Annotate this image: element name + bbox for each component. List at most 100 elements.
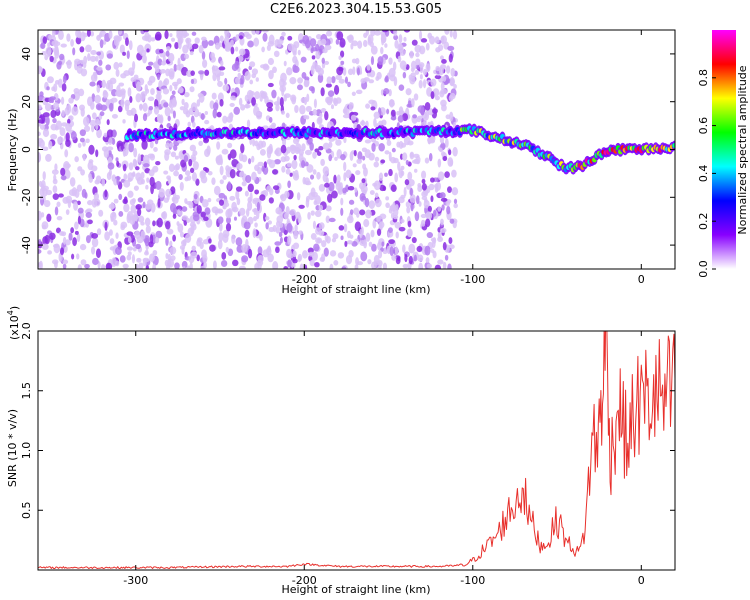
- noise-blob: [222, 175, 227, 180]
- noise-blob: [201, 39, 209, 49]
- noise-blob: [418, 30, 423, 41]
- noise-blob: [321, 62, 326, 69]
- noise-blob: [218, 192, 226, 199]
- noise-blob: [352, 66, 356, 76]
- noise-blob: [404, 253, 408, 263]
- noise-blob: [196, 99, 201, 107]
- noise-blob: [222, 115, 228, 124]
- noise-blob: [400, 170, 405, 177]
- noise-blob: [363, 219, 370, 228]
- noise-blob: [62, 75, 67, 84]
- noise-blob: [126, 50, 130, 60]
- noise-blob: [184, 53, 190, 60]
- noise-blob: [439, 136, 445, 144]
- noise-blob: [378, 249, 383, 259]
- noise-blob: [412, 114, 417, 119]
- noise-blob: [293, 242, 300, 250]
- noise-blob: [411, 98, 415, 108]
- noise-blob: [181, 206, 188, 212]
- noise-blob: [219, 179, 224, 185]
- noise-blob: [440, 82, 445, 91]
- noise-blob: [247, 94, 252, 100]
- noise-blob: [434, 74, 442, 80]
- noise-blob: [449, 92, 456, 100]
- noise-blob: [45, 116, 50, 126]
- noise-blob: [425, 63, 431, 73]
- noise-blob: [96, 66, 103, 71]
- noise-blob: [415, 58, 421, 66]
- noise-blob: [283, 94, 288, 102]
- noise-blob: [365, 232, 371, 242]
- spectrogram-x-axis-label: Height of straight line (km): [281, 283, 430, 296]
- noise-blob: [402, 71, 407, 79]
- x-tick-label: -100: [460, 273, 485, 286]
- noise-blob: [104, 221, 108, 231]
- noise-blob: [445, 65, 451, 74]
- noise-blob: [181, 215, 189, 221]
- noise-blob: [204, 110, 209, 115]
- noise-blob: [40, 212, 45, 218]
- noise-blob: [428, 152, 433, 162]
- noise-blob: [407, 100, 412, 108]
- noise-blob: [42, 36, 48, 45]
- noise-blob: [70, 131, 77, 141]
- noise-blob: [280, 110, 286, 115]
- noise-blob: [417, 184, 423, 193]
- noise-blob: [123, 173, 128, 181]
- noise-blob: [370, 106, 376, 111]
- noise-blob: [451, 187, 459, 196]
- noise-blob: [249, 61, 256, 68]
- noise-blob: [430, 237, 436, 242]
- noise-blob: [127, 190, 134, 198]
- noise-blob: [177, 57, 181, 67]
- noise-blob: [186, 175, 192, 181]
- noise-blob: [139, 49, 147, 57]
- noise-blob: [170, 37, 176, 42]
- noise-blob: [67, 118, 71, 125]
- noise-blob: [204, 167, 210, 173]
- noise-blob: [322, 166, 330, 176]
- noise-blob: [89, 31, 95, 37]
- noise-blob: [77, 142, 82, 148]
- noise-blob: [204, 119, 210, 125]
- noise-blob: [294, 146, 301, 155]
- noise-blob: [256, 201, 261, 212]
- noise-blob: [268, 70, 274, 80]
- noise-blob: [363, 239, 368, 249]
- noise-blob: [246, 119, 251, 129]
- noise-blob: [165, 236, 169, 247]
- noise-blob: [159, 114, 164, 125]
- noise-blob: [355, 57, 360, 65]
- noise-blob: [351, 241, 358, 247]
- noise-blob: [257, 161, 264, 167]
- noise-blob: [272, 185, 280, 191]
- noise-blob: [175, 163, 181, 171]
- noise-blob: [47, 42, 51, 48]
- noise-blob: [325, 96, 332, 104]
- noise-blob: [207, 170, 213, 176]
- noise-blob: [227, 153, 232, 161]
- noise-blob: [389, 99, 395, 108]
- noise-blob: [89, 55, 97, 62]
- noise-blob: [198, 45, 204, 54]
- noise-blob: [178, 210, 183, 216]
- noise-blob: [182, 266, 186, 269]
- noise-blob: [306, 164, 314, 173]
- noise-blob: [169, 33, 173, 38]
- noise-blob: [442, 242, 447, 251]
- noise-blob: [388, 67, 396, 78]
- noise-blob: [447, 186, 452, 193]
- noise-blob: [276, 42, 282, 48]
- spectrogram-x-ticks: -300 -200 -100 0: [123, 30, 645, 286]
- noise-blob: [384, 43, 388, 48]
- noise-blob: [304, 264, 308, 269]
- noise-blob: [285, 112, 290, 118]
- noise-blob: [212, 72, 217, 82]
- noise-blob: [215, 42, 221, 50]
- noise-blob: [453, 84, 457, 89]
- noise-blob: [350, 42, 354, 50]
- noise-blob: [200, 211, 206, 218]
- noise-blob: [402, 152, 408, 161]
- noise-blob: [114, 90, 122, 97]
- noise-blob: [115, 68, 120, 77]
